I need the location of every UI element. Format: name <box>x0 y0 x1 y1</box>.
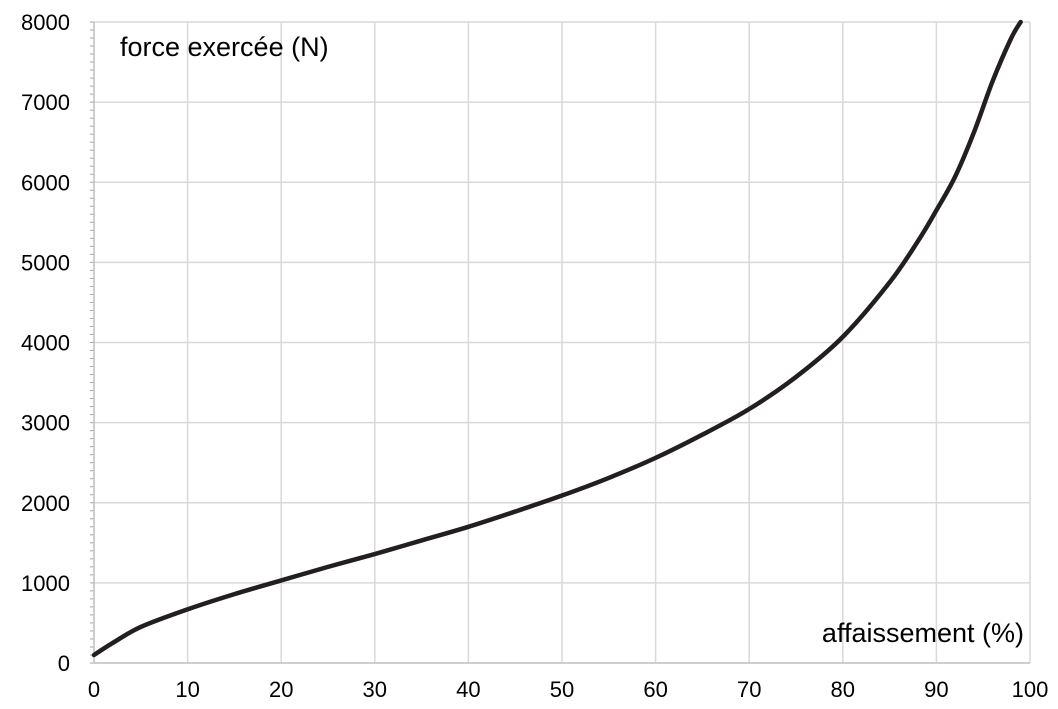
x-tick-label: 0 <box>88 677 100 702</box>
x-tick-label: 70 <box>737 677 761 702</box>
x-tick-label: 60 <box>643 677 667 702</box>
x-tick-label: 20 <box>269 677 293 702</box>
x-tick-label: 80 <box>831 677 855 702</box>
force-curve-line <box>91 19 1023 658</box>
y-tick-label: 8000 <box>21 10 70 35</box>
x-tick-label: 50 <box>550 677 574 702</box>
x-tick-label: 90 <box>924 677 948 702</box>
y-tick-label: 3000 <box>21 411 70 436</box>
x-tick-label: 10 <box>175 677 199 702</box>
y-tick-label: 7000 <box>21 90 70 115</box>
y-tick-label: 5000 <box>21 250 70 275</box>
x-axis-tick-labels: 0 10 20 30 40 50 60 70 80 90 100 <box>88 677 1048 702</box>
grid <box>94 21 1031 663</box>
x-tick-label: 100 <box>1012 677 1049 702</box>
y-tick-label: 4000 <box>21 331 70 356</box>
y-axis-title: force exercée (N) <box>120 32 329 62</box>
x-axis-title: affaissement (%) <box>822 618 1024 648</box>
y-tick-label: 0 <box>58 651 70 676</box>
x-tick-label: 40 <box>456 677 480 702</box>
x-tick-label: 30 <box>363 677 387 702</box>
y-tick-label: 1000 <box>21 571 70 596</box>
y-tick-label: 6000 <box>21 170 70 195</box>
y-tick-label: 2000 <box>21 491 70 516</box>
y-axis-tick-labels: 0 1000 2000 3000 4000 5000 6000 7000 8000 <box>21 10 70 676</box>
